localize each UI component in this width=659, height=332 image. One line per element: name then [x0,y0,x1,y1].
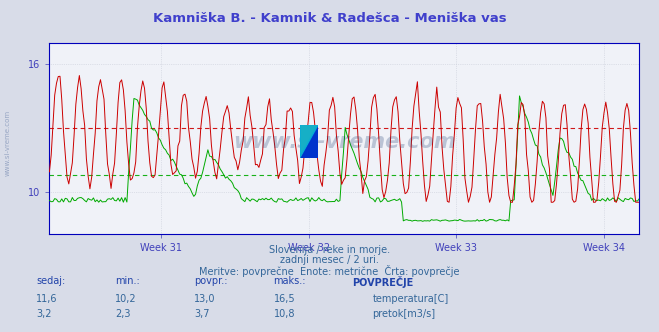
Text: Kamniška B. - Kamnik & Radešca - Meniška vas: Kamniška B. - Kamnik & Radešca - Meniška… [153,12,506,25]
Polygon shape [300,124,318,158]
Polygon shape [300,124,318,158]
Text: temperatura[C]: temperatura[C] [372,294,449,304]
Text: Meritve: povprečne  Enote: metrične  Črta: povprečje: Meritve: povprečne Enote: metrične Črta:… [199,265,460,277]
Text: www.si-vreme.com: www.si-vreme.com [5,110,11,176]
Text: 10,8: 10,8 [273,309,295,319]
Text: 16,5: 16,5 [273,294,295,304]
Text: Slovenija / reke in morje.: Slovenija / reke in morje. [269,245,390,255]
Text: 3,2: 3,2 [36,309,52,319]
Text: 2,3: 2,3 [115,309,131,319]
Text: maks.:: maks.: [273,276,306,286]
Text: POVPREČJE: POVPREČJE [353,276,414,288]
Text: 3,7: 3,7 [194,309,210,319]
Text: 13,0: 13,0 [194,294,216,304]
Text: povpr.:: povpr.: [194,276,228,286]
Text: pretok[m3/s]: pretok[m3/s] [372,309,436,319]
Text: www.si-vreme.com: www.si-vreme.com [233,132,455,152]
Text: zadnji mesec / 2 uri.: zadnji mesec / 2 uri. [280,255,379,265]
Text: min.:: min.: [115,276,140,286]
Text: 10,2: 10,2 [115,294,137,304]
Text: 11,6: 11,6 [36,294,58,304]
Text: sedaj:: sedaj: [36,276,65,286]
